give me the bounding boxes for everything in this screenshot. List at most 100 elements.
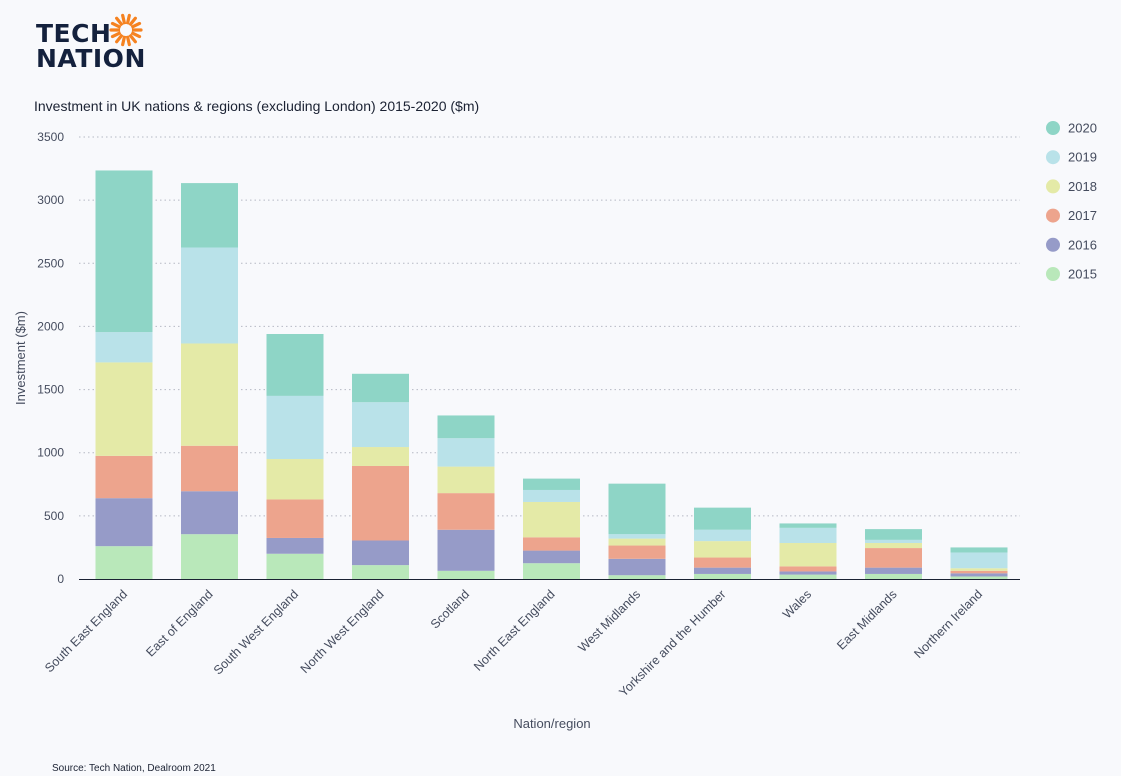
bar-segment-2018 xyxy=(523,501,580,538)
bar-segment-2017 xyxy=(694,557,751,568)
bar-segment-2018 xyxy=(352,447,409,466)
x-tick-label: East of England xyxy=(143,587,215,659)
bar-segment-2015 xyxy=(181,534,238,579)
bar-segment-2020 xyxy=(865,529,922,540)
legend-swatch-2016 xyxy=(1046,237,1060,252)
y-tick-label: 0 xyxy=(57,572,64,586)
bar-segment-2018 xyxy=(608,538,666,546)
bar-segment-2018 xyxy=(779,543,837,567)
bar-segment-2017 xyxy=(779,566,837,572)
bar-segment-2019 xyxy=(95,332,153,363)
sun-ray xyxy=(128,16,137,27)
bar-segment-2019 xyxy=(608,534,666,539)
x-tick-label: West Midlands xyxy=(575,587,643,655)
sun-ray xyxy=(115,33,124,44)
legend-swatch-2020 xyxy=(1046,121,1060,135)
bar-segment-2017 xyxy=(523,537,580,551)
bar-segment-2016 xyxy=(266,537,324,554)
sun-ray xyxy=(130,31,142,39)
legend-label-2015: 2015 xyxy=(1068,267,1097,282)
x-axis-label: Nation/region xyxy=(513,716,590,731)
bar-segment-2020 xyxy=(694,507,751,530)
sun-icon xyxy=(109,13,143,47)
source-note: Source: Tech Nation, Dealroom 2021 xyxy=(52,763,216,774)
bar-segment-2020 xyxy=(437,415,495,439)
bar-segment-2016 xyxy=(352,540,409,566)
x-tick-label: Northern Ireland xyxy=(911,587,985,661)
y-tick-label: 2500 xyxy=(37,256,64,270)
bar-segment-2015 xyxy=(266,553,324,579)
sun-ray xyxy=(128,33,137,44)
bar-segment-2015 xyxy=(95,546,153,579)
bar-segment-2016 xyxy=(523,550,580,564)
bar-segment-2017 xyxy=(181,445,238,492)
bar-segment-2018 xyxy=(865,543,922,549)
bar-segment-2015 xyxy=(523,563,580,579)
bar-segment-2015 xyxy=(608,575,666,579)
bar-segment-2019 xyxy=(352,402,409,448)
x-tick-label: North East England xyxy=(471,587,558,674)
bar-segment-2020 xyxy=(608,483,666,535)
bar-segment-2016 xyxy=(95,498,153,547)
bar-segment-2015 xyxy=(950,576,1008,579)
bar-segment-2015 xyxy=(437,570,495,579)
sun-ray xyxy=(110,31,122,39)
bar-segment-2016 xyxy=(694,567,751,574)
bar-segment-2015 xyxy=(352,565,409,579)
bar-segment-2016 xyxy=(950,573,1008,577)
y-tick-label: 2000 xyxy=(37,319,64,333)
sun-ray xyxy=(125,13,131,25)
sun-ray xyxy=(121,35,127,47)
sun-ray xyxy=(130,21,142,29)
bar-segment-2019 xyxy=(950,552,1008,569)
bar-segment-2020 xyxy=(523,478,580,490)
bar-segment-2016 xyxy=(437,529,495,571)
bar-segment-2020 xyxy=(352,373,409,403)
y-axis-label: Investment ($m) xyxy=(13,311,28,405)
bar-segment-2016 xyxy=(608,558,666,576)
y-tick-label: 500 xyxy=(44,509,64,523)
bar-segment-2015 xyxy=(865,573,922,579)
bar-segment-2019 xyxy=(779,527,837,544)
bar-segment-2019 xyxy=(181,247,238,344)
sun-ray xyxy=(115,16,124,27)
logo-line-2: NATION xyxy=(36,44,146,73)
legend-swatch-2015 xyxy=(1046,267,1060,281)
bar-segment-2018 xyxy=(950,568,1008,571)
sun-ray xyxy=(110,21,122,29)
bar-segment-2017 xyxy=(266,499,324,538)
bar-segment-2019 xyxy=(266,395,324,460)
x-tick-label: South West England xyxy=(211,587,301,677)
y-tick-label: 3500 xyxy=(37,130,64,144)
x-tick-label: Scotland xyxy=(428,587,472,631)
legend-label-2016: 2016 xyxy=(1068,237,1097,252)
x-tick-label: East Midlands xyxy=(834,587,899,652)
bar-segment-2015 xyxy=(694,573,751,579)
bar-segment-2020 xyxy=(95,170,153,333)
legend-label-2018: 2018 xyxy=(1068,179,1097,194)
legend-swatch-2017 xyxy=(1046,208,1060,223)
bar-segment-2018 xyxy=(95,362,153,456)
bar-segment-2016 xyxy=(181,491,238,535)
bar-segment-2020 xyxy=(950,547,1008,553)
legend-swatch-2018 xyxy=(1046,179,1060,194)
bar-segment-2020 xyxy=(779,523,837,528)
bar-segment-2018 xyxy=(181,343,238,446)
logo-line-1: TECH xyxy=(36,19,112,48)
y-tick-label: 3000 xyxy=(37,193,64,207)
bar-segment-2017 xyxy=(950,570,1008,574)
bar-segment-2015 xyxy=(779,574,837,579)
tech-nation-logo: TECH NATION xyxy=(36,12,156,72)
x-tick-label: Wales xyxy=(780,587,814,621)
legend-label-2017: 2017 xyxy=(1068,208,1097,223)
bar-segment-2018 xyxy=(266,459,324,500)
bar-segment-2017 xyxy=(352,465,409,541)
sun-ray xyxy=(125,35,131,47)
bar-segment-2020 xyxy=(181,183,238,248)
bar-segment-2019 xyxy=(523,489,580,502)
bar-segment-2016 xyxy=(865,567,922,574)
bar-segment-2017 xyxy=(95,455,153,499)
chart-title: Investment in UK nations & regions (excl… xyxy=(34,98,480,114)
bar-segment-2017 xyxy=(608,545,666,559)
